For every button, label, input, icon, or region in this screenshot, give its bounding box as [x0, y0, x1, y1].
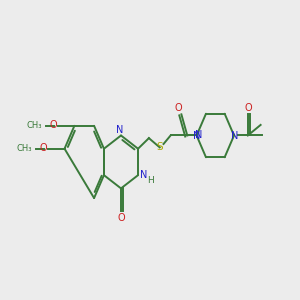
- Text: O: O: [118, 213, 125, 223]
- Text: O: O: [174, 103, 182, 113]
- Text: O: O: [50, 120, 57, 130]
- Text: S: S: [156, 142, 163, 152]
- Text: O: O: [244, 103, 252, 113]
- Text: H: H: [147, 176, 154, 185]
- Text: N: N: [231, 131, 238, 141]
- Text: N: N: [116, 125, 123, 135]
- Text: CH₃: CH₃: [27, 121, 42, 130]
- Text: O: O: [40, 143, 47, 153]
- Text: N: N: [140, 170, 148, 180]
- Text: N: N: [193, 131, 200, 141]
- Text: CH₃: CH₃: [17, 144, 32, 153]
- Text: N: N: [195, 130, 203, 140]
